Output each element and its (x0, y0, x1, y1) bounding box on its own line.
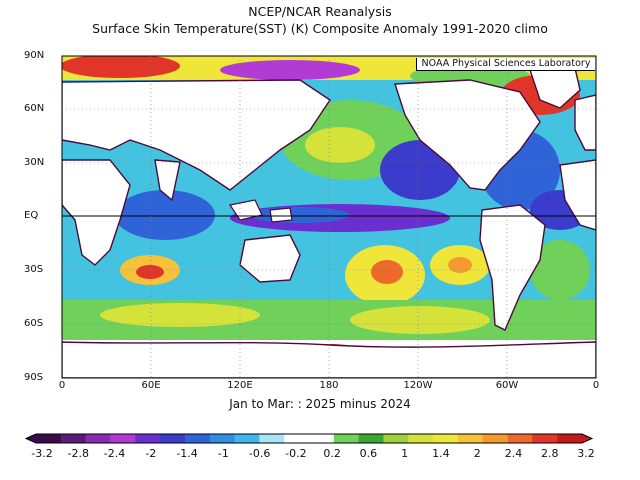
colorbar-tick-label: -2 (145, 447, 157, 460)
colorbar-segment (259, 434, 285, 443)
colorbar-tick-label: -2.8 (67, 447, 89, 460)
colorbar-segment (433, 434, 459, 443)
chart-title: NCEP/NCAR Reanalysis (248, 4, 392, 19)
colorbar-segment (309, 434, 335, 443)
lon-label: 120E (227, 380, 253, 391)
lon-label: 60E (141, 380, 161, 391)
colorbar-tick-label: -0.2 (285, 447, 307, 460)
period-label: Jan to Mar: : 2025 minus 2024 (229, 397, 411, 411)
colorbar-segment (234, 434, 260, 443)
colorbar-tick-label: 2.4 (504, 447, 523, 460)
colorbar-segment (532, 434, 558, 443)
colorbar-segment (383, 434, 409, 443)
colorbar-tick-label: 3.2 (577, 447, 595, 460)
chart-subtitle: Surface Skin Temperature(SST) (K) Compos… (92, 21, 548, 36)
colorbar-max-arrow (582, 434, 592, 443)
lat-label: 30N (24, 157, 45, 168)
colorbar-segment (358, 434, 384, 443)
colorbar-segment (85, 434, 111, 443)
colorbar-outline (24, 433, 594, 444)
lat-label: 90S (24, 372, 44, 383)
lon-label: 0 (592, 380, 600, 391)
lat-label: 90N (24, 50, 45, 61)
colorbar-tick-label: -0.6 (248, 447, 271, 460)
lon-label: 60W (495, 380, 519, 391)
colorbar-segment (184, 434, 211, 443)
colorbar-tick-label: 0.6 (359, 447, 378, 460)
colorbar-tick-label: 0.2 (323, 447, 341, 460)
grid-lines (62, 56, 596, 378)
colorbar (24, 433, 594, 444)
lon-label: 120W (403, 380, 433, 391)
lat-label: 60S (24, 318, 44, 329)
lat-label: 30S (24, 264, 44, 275)
colorbar-tick-label: -1.4 (176, 447, 198, 460)
colorbar-tick-label: 1 (401, 447, 409, 460)
colorbar-tick-label: -2.4 (103, 447, 126, 460)
colorbar-tick-label: -3.2 (31, 447, 53, 460)
colorbar-tick-label: 2 (473, 447, 481, 460)
colorbar-segment (209, 434, 235, 443)
colorbar-segment (110, 434, 136, 443)
colorbar-tick-label: 2.8 (540, 447, 559, 460)
lon-label: 180 (319, 380, 339, 391)
colorbar-tick-label: -1 (217, 447, 229, 460)
colorbar-segment (284, 434, 310, 443)
colorbar-segment (457, 434, 484, 443)
lon-label: 0 (58, 380, 66, 391)
colorbar-segment (333, 434, 359, 443)
credit-label: NOAA Physical Sciences Laboratory (416, 58, 595, 71)
colorbar-segment (135, 434, 161, 443)
colorbar-segment (557, 434, 583, 443)
lat-label: EQ (24, 210, 39, 221)
lat-label: 60N (24, 103, 45, 114)
colorbar-segment (507, 434, 533, 443)
colorbar-segment (482, 434, 508, 443)
colorbar-segment (36, 434, 62, 443)
colorbar-tick-label: 1.4 (432, 447, 450, 460)
colorbar-min-arrow (26, 434, 36, 443)
colorbar-segment (408, 434, 434, 443)
colorbar-segment (160, 434, 186, 443)
colorbar-segment (60, 434, 86, 443)
